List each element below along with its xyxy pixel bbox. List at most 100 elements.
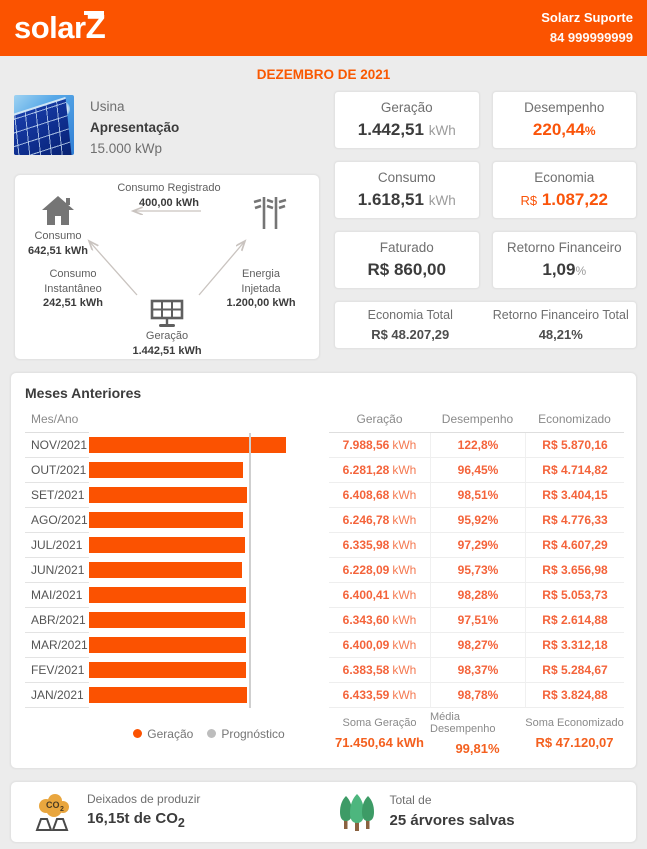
flow-consumo-registrado-label: Consumo Registrado [117, 181, 221, 194]
flow-geracao-value: 1.442,51 kWh [132, 344, 202, 357]
history-bar-cell [89, 533, 329, 558]
support-phone: 84 999999999 [549, 30, 633, 45]
history-month-label: FEV/2021 [25, 658, 89, 683]
totals-economizado: Soma Economizado R$ 47.120,07 [525, 717, 624, 751]
stat-card-desempenho: Desempenho 220,44% [491, 91, 637, 149]
top-header-bar: solarZ Solarz Suporte 84 999999999 [0, 0, 647, 56]
generation-bar [89, 537, 245, 554]
flow-consumo-label: Consumo [34, 229, 82, 242]
history-month-label: JAN/2021 [25, 683, 89, 708]
stat-retorno-total: Retorno Financeiro Total 48,21% [486, 306, 637, 344]
history-saved-value: R$ 3.312,18 [525, 632, 624, 658]
history-generation-value: 6.408,68 kWh [329, 483, 430, 508]
stat-card-consumo: Consumo 1.618,51 kWh [334, 161, 480, 219]
support-name: Solarz Suporte [541, 9, 633, 25]
history-generation-value: 7.988,56 kWh [329, 433, 430, 458]
stat-consumo-value: 1.618,51 kWh [357, 190, 456, 209]
generation-bar [89, 662, 247, 679]
stat-economia-value: R$ 1.087,22 [520, 190, 609, 209]
history-saved-value: R$ 4.714,82 [525, 457, 624, 483]
history-performance-value: 95,73% [430, 557, 525, 583]
flow-consumo-instantaneo-value: 242,51 kWh [43, 297, 103, 310]
history-generation-value: 6.335,98 kWh [329, 533, 430, 558]
stat-economia-label: Economia [534, 170, 595, 185]
svg-text:2: 2 [60, 806, 64, 813]
stat-retorno-value: 1,09% [542, 260, 587, 279]
co2-block: CO 2 Deixados de produzir 16,15t de CO2 [21, 791, 324, 833]
flow-consumo-instantaneo: Consumo Instantâneo 242,51 kWh [27, 267, 119, 312]
flow-consumo-instantaneo-label1: Consumo [49, 267, 97, 280]
stat-card-faturado: Faturado R$ 860,00 [334, 231, 480, 289]
history-foot-spacer [25, 708, 89, 760]
totals-geracao: Soma Geração 71.450,64 kWh [335, 717, 424, 751]
history-bar-cell [89, 558, 329, 583]
legend-dot-prognostico [207, 729, 217, 739]
stat-retorno-total-label: Retorno Financeiro Total [492, 307, 629, 322]
support-contact: Solarz Suporte 84 999999999 [541, 8, 633, 48]
history-saved-value: R$ 5.284,67 [525, 657, 624, 683]
stat-card-economia: Economia R$ 1.087,22 [491, 161, 637, 219]
flow-consumo-value: 642,51 kWh [28, 244, 88, 257]
legend-dot-geracao [133, 729, 143, 739]
flow-consumo-registrado: Consumo Registrado 400,00 kWh [99, 181, 239, 211]
history-performance-value: 122,8% [430, 432, 525, 458]
history-performance-value: 97,51% [430, 607, 525, 633]
history-performance-value: 96,45% [430, 457, 525, 483]
history-month-label: JUL/2021 [25, 533, 89, 558]
stat-retorno-total-value: 48,21% [538, 326, 583, 342]
history-month-label: SET/2021 [25, 483, 89, 508]
plant-name: Apresentação [90, 119, 180, 135]
trees-icon [339, 793, 374, 831]
flow-consumo-registrado-value: 400,00 kWh [139, 196, 199, 209]
stat-desempenho-value: 220,44% [532, 120, 596, 139]
history-performance-value: 95,92% [430, 507, 525, 533]
stat-geracao-value: 1.442,51 kWh [357, 120, 456, 139]
history-month-label: MAI/2021 [25, 583, 89, 608]
flow-geracao: Geração 1.442,51 kWh [107, 329, 227, 359]
history-saved-value: R$ 4.776,33 [525, 507, 624, 533]
svg-text:CO: CO [46, 800, 60, 810]
legend-prognostico: Prognóstico [207, 727, 285, 741]
period-title: DEZEMBRO DE 2021 [256, 67, 391, 82]
history-generation-value: 6.228,09 kWh [329, 558, 430, 583]
history-generation-value: 6.400,41 kWh [329, 583, 430, 608]
history-generation-value: 6.400,09 kWh [329, 633, 430, 658]
history-title: Meses Anteriores [25, 384, 142, 401]
co2-value: 16,15t de CO2 [87, 810, 185, 831]
trees-block: Total de 25 árvores salvas [324, 792, 627, 832]
plant-capacity: 15.000 kWp [90, 140, 163, 156]
stat-economia-total-value: R$ 48.207,29 [371, 326, 450, 342]
history-table: Mes/Ano Geração Desempenho Economizado N… [25, 407, 624, 760]
previous-months-section: Meses Anteriores Mes/Ano Geração Desempe… [10, 371, 637, 769]
history-generation-value: 6.246,78 kWh [329, 508, 430, 533]
history-saved-value: R$ 3.656,98 [525, 557, 624, 583]
col-header-month: Mes/Ano [25, 407, 89, 433]
stat-economia-total: Economia Total R$ 48.207,29 [335, 306, 486, 344]
history-bar-cell [89, 608, 329, 633]
history-generation-value: 6.343,60 kWh [329, 608, 430, 633]
history-performance-value: 98,27% [430, 632, 525, 658]
history-month-label: MAR/2021 [25, 633, 89, 658]
history-bar-cell [89, 483, 329, 508]
environment-footer: CO 2 Deixados de produzir 16,15t de CO2 … [10, 780, 637, 843]
history-performance-value: 98,51% [430, 482, 525, 508]
generation-bar [89, 612, 245, 629]
legend-geracao: Geração [133, 727, 193, 741]
generation-bar [89, 437, 286, 454]
history-month-label: ABR/2021 [25, 608, 89, 633]
flow-consumo-instantaneo-label2: Instantâneo [44, 282, 102, 295]
flow-consumo: Consumo 642,51 kWh [16, 229, 100, 259]
history-performance-value: 98,78% [430, 682, 525, 708]
history-bar-cell [89, 458, 329, 483]
col-header-desempenho: Desempenho [430, 407, 525, 433]
history-month-label: JUN/2021 [25, 558, 89, 583]
power-grid-icon [253, 196, 287, 229]
history-bar-cell [89, 508, 329, 533]
history-generation-value: 6.383,58 kWh [329, 658, 430, 683]
plant-photo [14, 95, 74, 155]
stat-desempenho-label: Desempenho [524, 100, 605, 115]
history-generation-value: 6.433,59 kWh [329, 683, 430, 708]
history-saved-value: R$ 5.053,73 [525, 582, 624, 608]
col-header-economizado: Economizado [525, 407, 624, 433]
stat-card-geracao: Geração 1.442,51 kWh [334, 91, 480, 149]
